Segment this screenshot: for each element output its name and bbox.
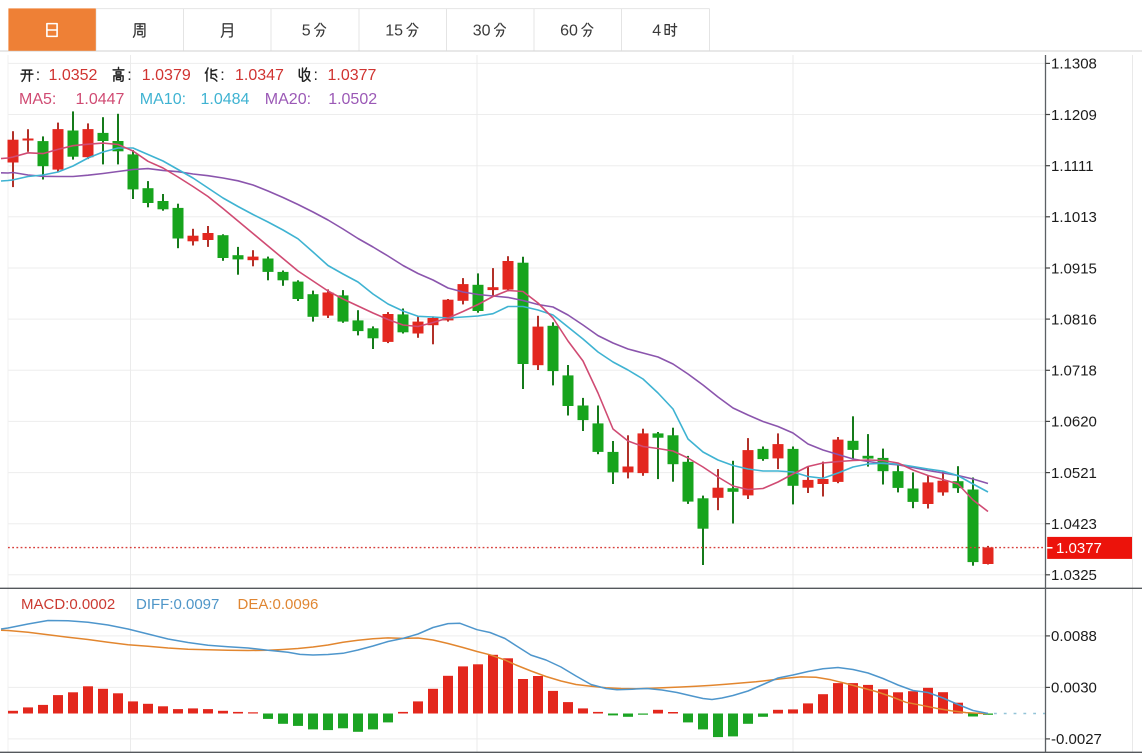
svg-text:1.1209: 1.1209	[1051, 107, 1097, 124]
svg-text:1.0718: 1.0718	[1051, 363, 1097, 380]
svg-text:15: 15	[385, 22, 403, 39]
svg-text:1.0447: 1.0447	[76, 91, 125, 108]
svg-text:1.0521: 1.0521	[1051, 465, 1097, 482]
svg-text:MACD:0.0002: MACD:0.0002	[21, 596, 115, 613]
svg-text::: :	[314, 67, 318, 84]
svg-text:1.0347: 1.0347	[235, 67, 284, 84]
svg-text:5: 5	[302, 22, 311, 39]
svg-text:1.0502: 1.0502	[328, 91, 377, 108]
svg-text:MA20:: MA20:	[265, 91, 311, 108]
svg-text:-0.0027: -0.0027	[1051, 731, 1102, 748]
svg-text:MA10:: MA10:	[140, 91, 186, 108]
svg-text::: :	[36, 67, 40, 84]
svg-text:1.0620: 1.0620	[1051, 414, 1097, 431]
svg-text:1.0377: 1.0377	[328, 67, 377, 84]
svg-text:DIFF:0.0097: DIFF:0.0097	[136, 596, 219, 613]
svg-text:1.1013: 1.1013	[1051, 209, 1097, 226]
svg-text::: :	[127, 67, 131, 84]
svg-text:1.0423: 1.0423	[1051, 516, 1097, 533]
svg-text:4: 4	[652, 22, 661, 39]
svg-text:1.0379: 1.0379	[142, 67, 191, 84]
svg-text:1.0915: 1.0915	[1051, 260, 1097, 277]
svg-text:MA5:: MA5:	[19, 91, 56, 108]
svg-text:1.1111: 1.1111	[1051, 158, 1094, 175]
svg-text:1.0484: 1.0484	[201, 91, 250, 108]
svg-text:1.1308: 1.1308	[1051, 56, 1097, 73]
svg-text::: :	[220, 67, 224, 84]
svg-text:0.0088: 0.0088	[1051, 628, 1097, 645]
svg-text:DEA:0.0096: DEA:0.0096	[238, 596, 319, 613]
svg-text:1.0325: 1.0325	[1051, 567, 1097, 584]
svg-text:1.0377: 1.0377	[1056, 540, 1102, 557]
svg-text:1.0816: 1.0816	[1051, 311, 1097, 328]
svg-text:0.0030: 0.0030	[1051, 680, 1097, 697]
svg-text:1.0352: 1.0352	[49, 67, 98, 84]
svg-text:60: 60	[560, 22, 578, 39]
svg-text:30: 30	[473, 22, 491, 39]
